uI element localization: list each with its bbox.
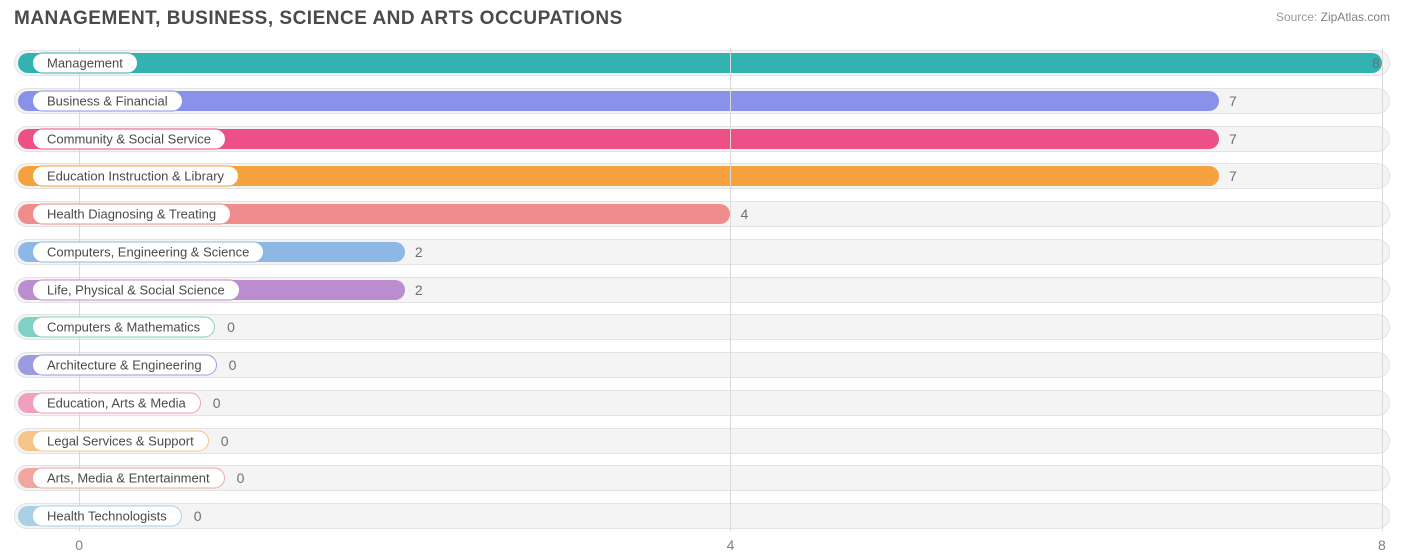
value-label: 0: [237, 470, 245, 486]
bar-row: Education, Arts & Media 0: [14, 388, 1390, 418]
bar: [18, 53, 1382, 73]
bar: [18, 91, 1219, 111]
bar-track: [14, 503, 1390, 529]
category-pill: Computers & Mathematics: [32, 317, 215, 338]
x-tick-label: 8: [1378, 537, 1386, 553]
category-pill: Computers, Engineering & Science: [32, 241, 264, 262]
x-tick-label: 0: [75, 537, 83, 553]
bar-row: Legal Services & Support 0: [14, 426, 1390, 456]
category-pill: Health Diagnosing & Treating: [32, 204, 231, 225]
bar-row: Health Diagnosing & Treating 4: [14, 199, 1390, 229]
category-pill: Education Instruction & Library: [32, 166, 239, 187]
value-label: 7: [1229, 93, 1237, 109]
value-label: 0: [194, 508, 202, 524]
source-value: ZipAtlas.com: [1321, 10, 1390, 24]
bar-row: Management 8: [14, 48, 1390, 78]
grid-line: [730, 48, 731, 531]
bar-track: [14, 352, 1390, 378]
bar-row: Architecture & Engineering 0: [14, 350, 1390, 380]
bar-row: Business & Financial 7: [14, 86, 1390, 116]
value-label: 8: [1372, 55, 1380, 71]
source-attribution: Source: ZipAtlas.com: [1276, 10, 1390, 24]
value-label: 0: [229, 357, 237, 373]
bar-row: Health Technologists 0: [14, 501, 1390, 531]
category-pill: Education, Arts & Media: [32, 392, 201, 413]
bar-rows: Management8Business & Financial7Communit…: [14, 48, 1390, 531]
category-pill: Life, Physical & Social Science: [32, 279, 240, 300]
value-label: 7: [1229, 168, 1237, 184]
bar-row: Life, Physical & Social Science 2: [14, 275, 1390, 305]
value-label: 2: [415, 282, 423, 298]
category-pill: Community & Social Service: [32, 128, 226, 149]
value-label: 7: [1229, 131, 1237, 147]
category-pill: Arts, Media & Entertainment: [32, 468, 225, 489]
value-label: 2: [415, 244, 423, 260]
bar-track: [14, 314, 1390, 340]
value-label: 0: [227, 319, 235, 335]
bar-row: Computers & Mathematics 0: [14, 312, 1390, 342]
value-label: 4: [740, 206, 748, 222]
bar-row: Arts, Media & Entertainment 0: [14, 463, 1390, 493]
category-pill: Architecture & Engineering: [32, 355, 217, 376]
chart-container: MANAGEMENT, BUSINESS, SCIENCE AND ARTS O…: [0, 0, 1406, 559]
bar-row: Computers, Engineering & Science 2: [14, 237, 1390, 267]
category-pill: Business & Financial: [32, 90, 183, 111]
chart-title: MANAGEMENT, BUSINESS, SCIENCE AND ARTS O…: [14, 8, 623, 30]
x-tick-label: 4: [727, 537, 735, 553]
category-pill: Management: [32, 53, 138, 74]
category-pill: Health Technologists: [32, 506, 182, 527]
grid-line: [1382, 48, 1383, 531]
source-label: Source:: [1276, 10, 1317, 24]
bar-row: Education Instruction & Library 7: [14, 161, 1390, 191]
bar-row: Community & Social Service 7: [14, 124, 1390, 154]
value-label: 0: [221, 433, 229, 449]
plot-area: Management8Business & Financial7Communit…: [14, 48, 1390, 531]
value-label: 0: [213, 395, 221, 411]
category-pill: Legal Services & Support: [32, 430, 209, 451]
